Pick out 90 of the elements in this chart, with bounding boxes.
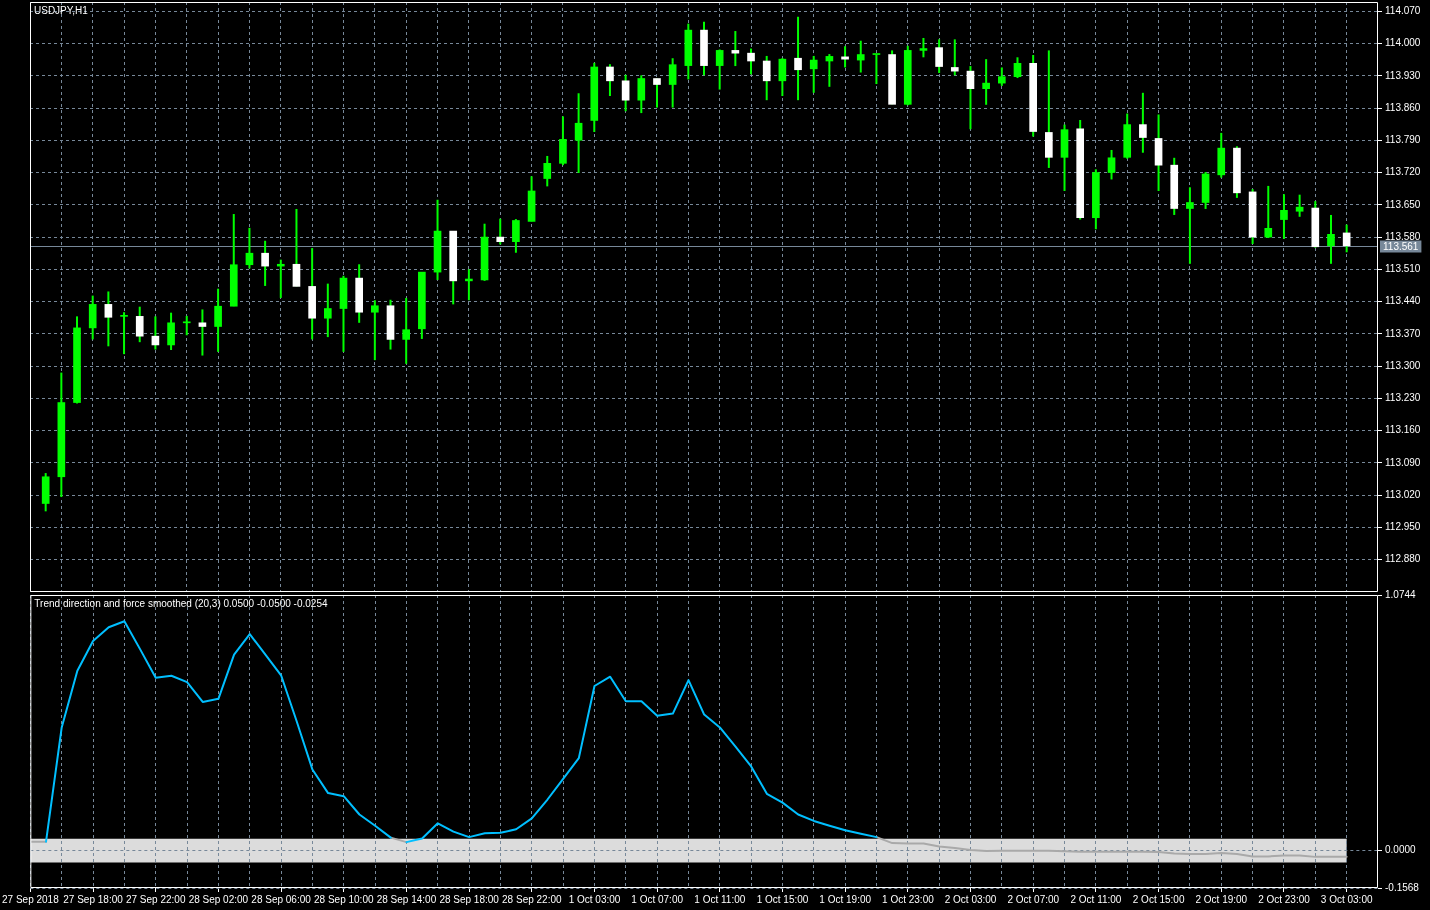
y-tick-label: 113.020 bbox=[1385, 488, 1421, 500]
x-tick-label: 3 Oct 03:00 bbox=[1320, 893, 1373, 905]
candlestick bbox=[747, 47, 755, 76]
x-tick-label: 2 Oct 19:00 bbox=[1195, 893, 1248, 905]
x-tick-label: 1 Oct 15:00 bbox=[756, 893, 809, 905]
candlestick bbox=[950, 38, 959, 77]
x-tick-label: 2 Oct 07:00 bbox=[1007, 893, 1060, 905]
candlestick bbox=[135, 305, 144, 344]
x-tick-label: 1 Oct 07:00 bbox=[631, 893, 684, 905]
candlestick bbox=[809, 54, 818, 94]
y-tick-label: 114.070 bbox=[1385, 4, 1421, 16]
candlestick bbox=[919, 36, 928, 59]
candlestick bbox=[715, 48, 724, 91]
y-tick-label: 113.790 bbox=[1385, 134, 1421, 146]
y-tick-label: 0.0000 bbox=[1385, 844, 1417, 856]
y-tick-label: 112.880 bbox=[1385, 553, 1421, 565]
candlestick bbox=[778, 57, 787, 98]
x-tick-label: 28 Sep 18:00 bbox=[439, 893, 500, 905]
candlestick bbox=[653, 77, 661, 109]
y-tick-label: 113.440 bbox=[1385, 295, 1421, 307]
candlestick bbox=[198, 308, 207, 357]
candlestick bbox=[1139, 91, 1147, 154]
candlestick bbox=[1280, 193, 1288, 240]
y-tick-label: 113.370 bbox=[1385, 327, 1421, 339]
x-tick-label: 1 Oct 03:00 bbox=[568, 893, 621, 905]
x-tick-label: 27 Sep 18:00 bbox=[63, 893, 124, 905]
candlestick bbox=[1295, 193, 1304, 218]
y-tick-label: 113.300 bbox=[1385, 359, 1421, 371]
candlestick bbox=[668, 57, 677, 109]
chart-title: USDJPY,H1 bbox=[34, 4, 89, 16]
y-tick-label: 112.950 bbox=[1385, 521, 1421, 533]
candlestick bbox=[543, 154, 552, 188]
candlestick bbox=[120, 311, 128, 356]
candlestick bbox=[261, 239, 269, 287]
chart-title: Trend direction and force smoothed (20,3) 0.0500 -0.0500 -0.0254 bbox=[34, 597, 328, 609]
candlestick bbox=[935, 38, 943, 74]
candlestick bbox=[872, 53, 881, 86]
candlestick bbox=[966, 65, 975, 131]
candlestick bbox=[1264, 184, 1273, 239]
candlestick bbox=[762, 54, 771, 102]
y-tick-label: 113.580 bbox=[1385, 230, 1421, 242]
ref-line-label: 113.561 bbox=[1383, 240, 1419, 252]
x-tick-label: 1 Oct 11:00 bbox=[694, 893, 746, 905]
candlestick bbox=[292, 207, 301, 288]
x-tick-label: 2 Oct 03:00 bbox=[944, 893, 997, 905]
candlestick bbox=[1107, 148, 1116, 181]
y-tick-label: 113.230 bbox=[1385, 392, 1421, 404]
x-tick-label: 28 Sep 22:00 bbox=[502, 893, 562, 905]
candlestick bbox=[1013, 56, 1022, 80]
candlestick bbox=[371, 299, 379, 362]
candlestick bbox=[104, 290, 113, 348]
candlestick bbox=[794, 15, 802, 102]
y-tick-label: 113.930 bbox=[1385, 69, 1421, 81]
candlestick bbox=[214, 287, 222, 353]
candlestick bbox=[182, 314, 191, 337]
candlestick bbox=[574, 92, 583, 175]
candlestick bbox=[621, 73, 630, 113]
x-tick-label: 1 Oct 19:00 bbox=[819, 893, 872, 905]
x-tick-label: 27 Sep 2018 bbox=[2, 893, 60, 905]
y-tick-label: 1.0744 bbox=[1385, 588, 1417, 600]
candlestick bbox=[496, 217, 505, 246]
candlestick bbox=[512, 218, 520, 254]
candlestick bbox=[982, 58, 990, 106]
candlestick bbox=[856, 39, 865, 74]
candlestick bbox=[402, 296, 411, 365]
y-tick-label: 113.860 bbox=[1385, 101, 1421, 113]
y-tick-label: 113.160 bbox=[1385, 424, 1421, 436]
x-tick-label: 27 Sep 22:00 bbox=[125, 893, 186, 905]
x-tick-label: 28 Sep 02:00 bbox=[188, 893, 249, 905]
candlestick bbox=[637, 74, 646, 115]
y-tick-label: 113.650 bbox=[1385, 198, 1421, 210]
y-tick-label: 114.000 bbox=[1385, 37, 1421, 49]
candlestick bbox=[1327, 213, 1335, 265]
candlestick bbox=[1186, 186, 1194, 265]
y-tick-label: 113.510 bbox=[1385, 263, 1421, 275]
x-tick-label: 28 Sep 10:00 bbox=[314, 893, 374, 905]
candlestick bbox=[167, 311, 175, 352]
candlestick bbox=[606, 63, 614, 98]
candlestick bbox=[323, 282, 332, 339]
candlestick bbox=[245, 226, 254, 270]
x-tick-label: 28 Sep 14:00 bbox=[376, 893, 437, 905]
y-tick-label: 113.720 bbox=[1385, 166, 1421, 178]
y-tick-label: -0.1568 bbox=[1385, 881, 1420, 893]
y-tick-label: 113.090 bbox=[1385, 456, 1421, 468]
x-tick-label: 2 Oct 23:00 bbox=[1258, 893, 1311, 905]
x-tick-label: 28 Sep 06:00 bbox=[251, 893, 312, 905]
x-tick-label: 2 Oct 11:00 bbox=[1070, 893, 1122, 905]
candlestick bbox=[997, 66, 1006, 87]
x-tick-label: 2 Oct 15:00 bbox=[1132, 893, 1185, 905]
x-tick-label: 1 Oct 23:00 bbox=[882, 893, 935, 905]
